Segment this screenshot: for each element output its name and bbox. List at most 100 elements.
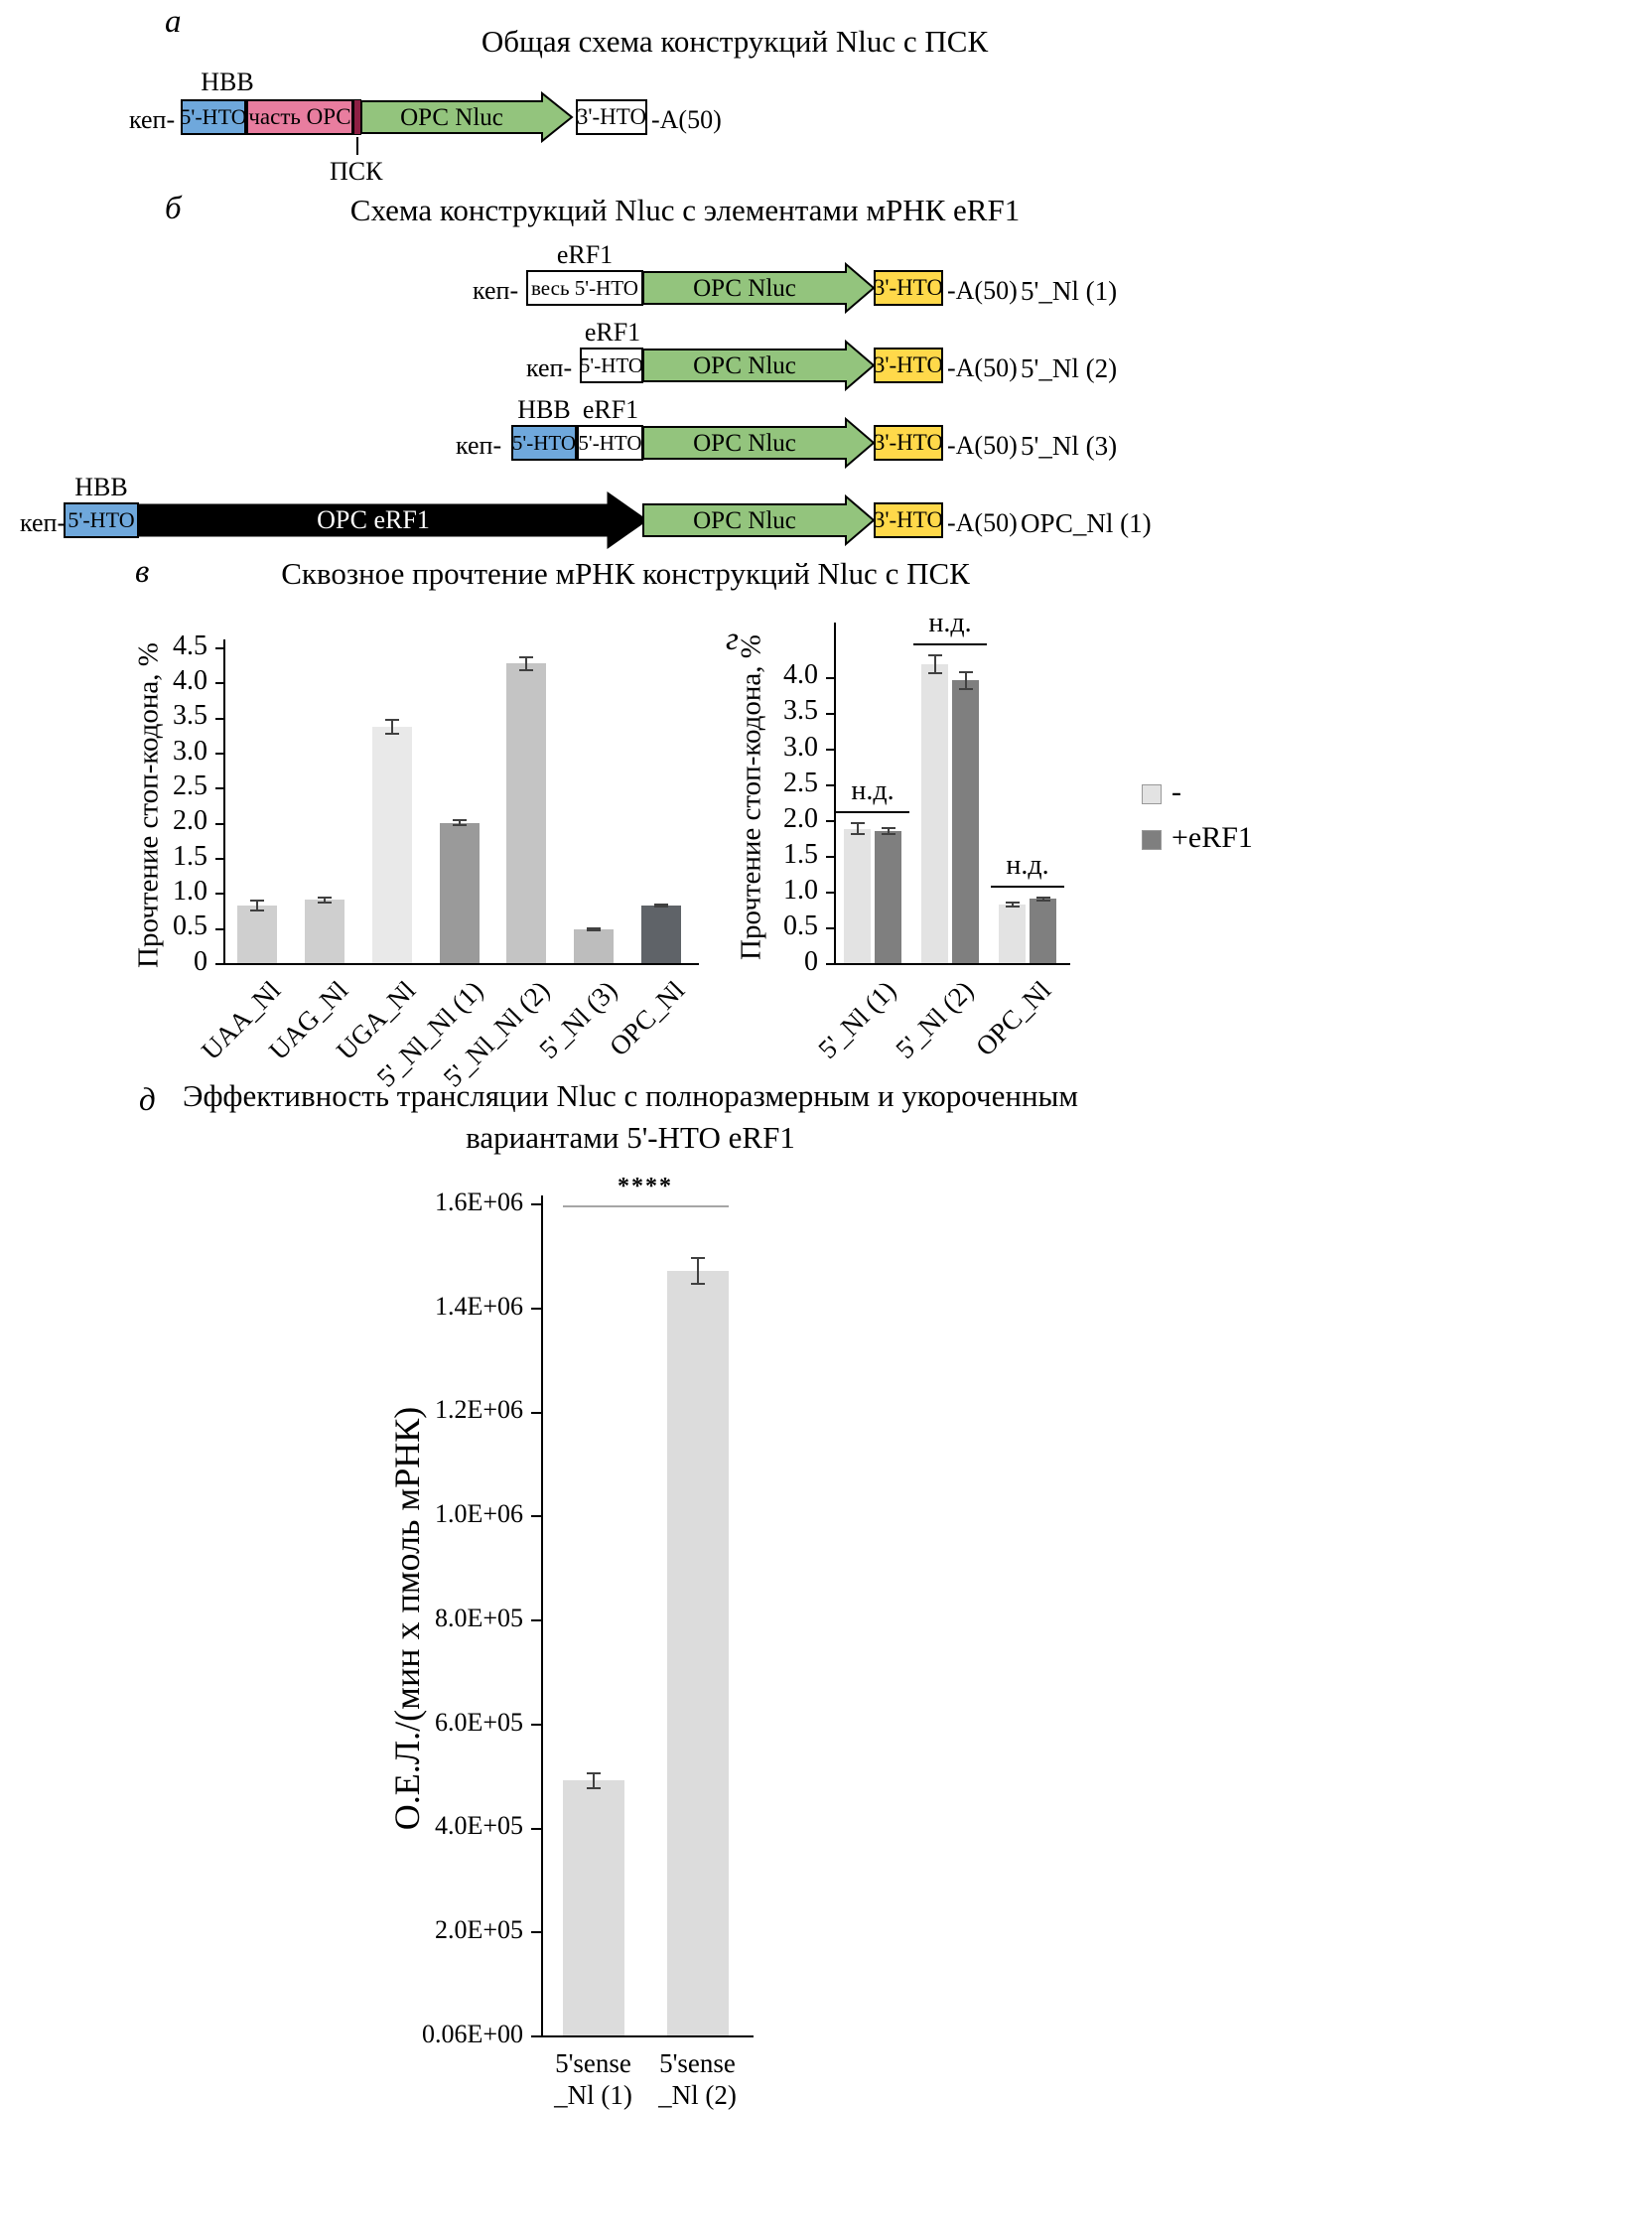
orf-erf1-arrow-label: ОРС eRF1 (317, 505, 430, 534)
y-tick-label: 1.5 (173, 840, 207, 872)
ns-line (991, 885, 1064, 888)
error-bar (696, 1257, 699, 1285)
construct-name: 5'_Nl (2) (1021, 353, 1118, 383)
polya-label: -A(50) (947, 508, 1018, 537)
panel-d-title-line2: вариантами 5'-НТО eRF1 (466, 1120, 795, 1155)
error-bar (593, 927, 596, 931)
y-tick-mark (215, 647, 223, 649)
arrow-shape (642, 261, 876, 315)
bar (439, 822, 480, 963)
orf-nluc-arrow: ОРС Nluc (360, 90, 574, 144)
y-tick-label: 2.5 (783, 767, 818, 798)
error-bar-cap (586, 1771, 601, 1774)
orf-nluc-arrow: ОРС Nluc (642, 261, 876, 315)
y-tick-label: 2.0 (783, 802, 818, 834)
y-tick-label: 2.5 (173, 770, 207, 801)
error-bar-cap (452, 818, 467, 821)
error-bar-cap (452, 824, 467, 827)
y-tick-mark (826, 676, 834, 679)
error-bar-cap (850, 821, 865, 824)
polya-label: -A(50) (651, 105, 722, 134)
error-bar-cap (317, 897, 332, 900)
y-tick-label: 1.0E+06 (434, 1499, 523, 1529)
arrow-shape (360, 90, 574, 144)
error-bar-cap (586, 1787, 601, 1790)
y-tick-label: 0.5 (173, 910, 207, 942)
bar (921, 663, 948, 963)
translation-efficiency-chart: О.Е.Л./(мин х пмоль мРНК) 0.06E+00 2.0E+0… (357, 1172, 1191, 2184)
orf-nluc-arrow-label: ОРС Nluc (693, 507, 796, 534)
orf-nluc-arrow: ОРС Nluc (642, 493, 876, 547)
polya-label: -A(50) (947, 431, 1018, 460)
error-bar-cap (1005, 901, 1020, 904)
error-bar-cap (249, 910, 264, 911)
panel-b-label: б (165, 191, 182, 226)
x-axis-line (541, 2035, 754, 2037)
hbb-tag: НВВ (201, 68, 254, 96)
cap-label: кеп- (129, 105, 176, 134)
y-tick-mark (531, 1307, 541, 1310)
erf1-tag: eRF1 (584, 318, 641, 347)
orf-nluc-arrow: ОРС Nluc (642, 416, 876, 470)
cap-label: кеп- (456, 431, 502, 460)
error-bar (660, 904, 663, 908)
ns-line (913, 643, 987, 646)
orf-nluc-arrow-label: ОРС Nluc (693, 430, 796, 457)
y-tick-label: 2.0 (173, 805, 207, 837)
bar (562, 1780, 624, 2035)
y-tick-label: 1.4E+06 (434, 1291, 523, 1321)
y-axis-line (834, 623, 836, 965)
x-axis-line (223, 963, 699, 965)
error-bar-cap (587, 926, 602, 929)
panel-v-title: Сквозное прочтение мРНК конструкций Nluc… (281, 556, 970, 591)
y-tick-label: 0 (804, 945, 818, 977)
y-tick-label: 3.0 (783, 731, 818, 763)
y-tick-mark (531, 1827, 541, 1830)
utr3-box: 3'-НТО (874, 270, 943, 306)
y-tick-label: 4.0 (783, 659, 818, 691)
legend-label: +eRF1 (1171, 821, 1253, 854)
readthrough-chart: Прочтение стоп-кодона, % 0 0.5 1.0 1.5 2.0 2.… (119, 621, 774, 1162)
y-tick-label: 0 (194, 945, 207, 977)
bar (236, 906, 277, 963)
y-tick-label: 3.5 (783, 695, 818, 727)
cap-label: кеп- (20, 508, 67, 537)
error-bar-cap (958, 670, 973, 673)
erf1-comparison-chart: Прочтение стоп-кодона, % 0 0.5 1.0 1.5 2.0 2.… (720, 608, 1355, 1162)
error-bar (592, 1772, 595, 1789)
y-tick-mark (826, 926, 834, 929)
construct-name: ОРС_Nl (1) (1021, 508, 1152, 538)
legend-label: - (1171, 775, 1181, 808)
error-bar-cap (958, 688, 973, 691)
error-bar-cap (881, 832, 895, 835)
y-tick-mark (215, 787, 223, 790)
y-tick-mark (531, 1619, 541, 1621)
orf-nluc-arrow-label: ОРС Nluc (693, 275, 796, 302)
cap-label: кеп- (473, 276, 519, 305)
hbb-tag: НВВ (74, 473, 128, 501)
bar (875, 830, 901, 963)
y-tick-label: 6.0E+05 (434, 1707, 523, 1737)
panel-b-title: Схема конструкций Nluc с элементами мРНК… (349, 193, 1021, 227)
orf-nluc-arrow-label: ОРС Nluc (400, 104, 503, 131)
y-tick-mark (215, 717, 223, 720)
y-tick-label: 2.0E+05 (434, 1915, 523, 1945)
y-tick-mark (215, 893, 223, 896)
panel-a-label: а (165, 4, 182, 40)
arrow-shape (138, 491, 648, 549)
utr5-hbb-box: 5'-НТО (64, 502, 139, 538)
hbb-tag: НВВ (517, 395, 571, 424)
ns-label: н.д. (851, 774, 895, 806)
x-axis-line (834, 963, 1070, 965)
error-bar-cap (690, 1283, 705, 1286)
error-bar (458, 819, 461, 826)
bar (506, 663, 547, 963)
y-tick-label: 3.5 (173, 700, 207, 732)
error-bar (390, 719, 393, 734)
error-bar (525, 656, 528, 670)
utr3-box: 3'-НТО (874, 425, 943, 461)
error-bar-cap (654, 903, 669, 906)
significance-label: **** (618, 1174, 673, 1199)
erf1-tag: eRF1 (582, 395, 639, 424)
